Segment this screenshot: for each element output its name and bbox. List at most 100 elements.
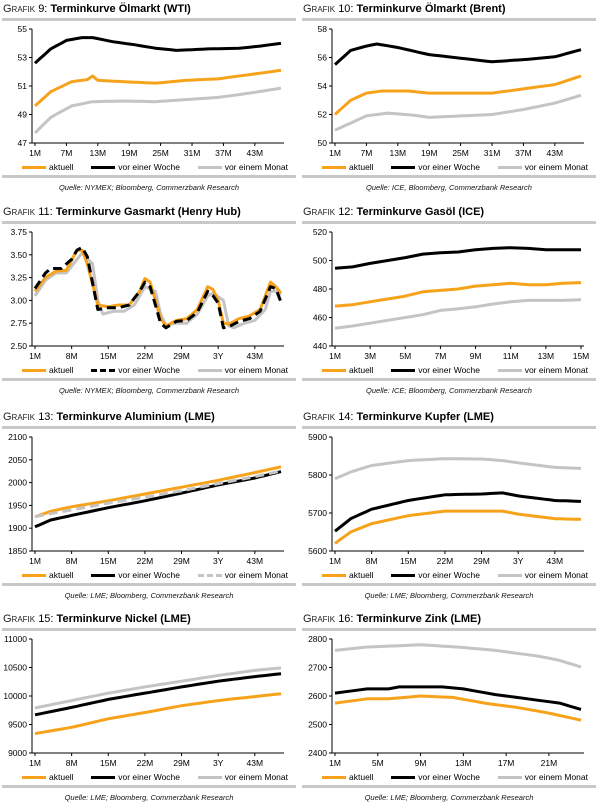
x-tick-label: 15M bbox=[100, 351, 117, 361]
chart-name: Terminkurve Nickel (LME) bbox=[56, 613, 191, 625]
legend-swatch bbox=[197, 165, 222, 169]
legend-item: vor einer Woche bbox=[391, 771, 480, 783]
series-line-aktuell bbox=[34, 692, 282, 736]
legend-label: aktuell bbox=[49, 772, 74, 782]
x-tick-label: 17M bbox=[498, 758, 515, 768]
legend-label: aktuell bbox=[349, 365, 374, 375]
chart-source: Quelle: LME; Bloomberg, Commerzbank Rese… bbox=[64, 793, 234, 802]
legend-rule bbox=[2, 378, 296, 381]
x-tick-label: 31M bbox=[184, 148, 201, 158]
title-rule bbox=[2, 18, 296, 21]
x-tick-label: 1M bbox=[29, 351, 41, 361]
x-tick-label: 5M bbox=[372, 758, 384, 768]
legend-label: vor einer Woche bbox=[418, 570, 480, 580]
x-tick-label: 3Y bbox=[213, 758, 224, 768]
chart-source: Quelle: NYMEX; Bloomberg, Commerzbank Re… bbox=[58, 183, 240, 192]
x-tick-label: 3Y bbox=[513, 556, 524, 566]
legend-swatch bbox=[322, 573, 346, 577]
legend-swatch bbox=[197, 573, 222, 577]
x-tick-label: 22M bbox=[137, 758, 154, 768]
legend-swatch bbox=[497, 368, 522, 372]
legend-swatch bbox=[322, 368, 346, 372]
series-line-aktuell bbox=[334, 694, 582, 722]
x-tick-label: 29M bbox=[173, 758, 190, 768]
series-line-vor-einem-monat bbox=[33, 251, 282, 330]
legend-swatch bbox=[391, 368, 416, 372]
x-tick-label: 1M bbox=[29, 758, 41, 768]
x-tick-label: 22M bbox=[137, 556, 154, 566]
y-tick-label: 2700 bbox=[308, 663, 327, 673]
legend-item: vor einer Woche bbox=[391, 569, 480, 581]
x-tick-label: 1M bbox=[29, 556, 41, 566]
legend-item: vor einem Monat bbox=[497, 161, 588, 173]
chart-kicker: Grafik bbox=[3, 3, 36, 15]
chart-name: Terminkurve Ölmarkt (WTI) bbox=[50, 3, 191, 15]
x-tick-label: 8M bbox=[66, 556, 78, 566]
chart-source: Quelle: LME; Bloomberg, Commerzbank Rese… bbox=[64, 591, 234, 600]
y-tick-label: 49 bbox=[18, 110, 28, 120]
chart-kicker: Grafik bbox=[303, 411, 336, 423]
chart-kicker: Grafik bbox=[303, 206, 336, 218]
chart-name: Terminkurve Zink (LME) bbox=[356, 613, 482, 625]
y-tick-label: 2.50 bbox=[10, 341, 27, 351]
legend-label: vor einem Monat bbox=[524, 365, 588, 375]
x-tick-label: 43M bbox=[247, 556, 264, 566]
series-line-vor-einer-woche bbox=[334, 246, 581, 270]
y-tick-label: 5600 bbox=[308, 546, 327, 556]
x-tick-label: 1M bbox=[29, 148, 41, 158]
x-tick-label: 9M bbox=[470, 351, 482, 361]
series-line-aktuell bbox=[34, 465, 282, 519]
y-tick-label: 10000 bbox=[3, 691, 27, 701]
x-tick-label: 29M bbox=[173, 556, 190, 566]
series-line-aktuell bbox=[334, 509, 582, 545]
y-tick-label: 52 bbox=[318, 110, 328, 120]
chart-source: Quelle: NYMEX; Bloomberg, Commerzbank Re… bbox=[58, 386, 240, 395]
legend-label: vor einer Woche bbox=[118, 162, 180, 172]
legend-item: vor einem Monat bbox=[197, 161, 288, 173]
title-rule bbox=[302, 628, 596, 631]
chart-kicker: Grafik bbox=[303, 613, 336, 625]
legend-rule bbox=[302, 378, 596, 381]
series-line-aktuell bbox=[33, 68, 282, 108]
legend-label: aktuell bbox=[49, 162, 74, 172]
x-tick-label: 13M bbox=[455, 758, 472, 768]
legend-swatch bbox=[91, 368, 116, 372]
x-tick-label: 1M bbox=[329, 148, 341, 158]
chart-number: 10: bbox=[338, 3, 354, 15]
series-line-vor-einem-monat bbox=[33, 86, 282, 135]
series-line-vor-einem-monat bbox=[334, 457, 582, 481]
series-line-aktuell bbox=[333, 74, 582, 116]
x-tick-label: 11M bbox=[503, 351, 519, 361]
chart-svg: 5600 5700 5800 5900 1M 8M 15M 22M 29M 3Y 43M bbox=[308, 432, 584, 566]
chart-title: Grafik 10: Terminkurve Ölmarkt (Brent) bbox=[302, 2, 596, 16]
chart-kicker: Grafik bbox=[3, 613, 36, 625]
y-tick-label: 1950 bbox=[8, 500, 27, 510]
chart-source: Quelle: ICE, Bloomberg, Commerzbank Rese… bbox=[366, 183, 532, 192]
y-tick-label: 2400 bbox=[308, 748, 327, 758]
chart-panel-9: Grafik 9: Terminkurve Ölmarkt (WTI) 47 49 5… bbox=[2, 2, 296, 192]
chart-title: Grafik 12: Terminkurve Gasöl (ICE) bbox=[302, 205, 596, 219]
x-tick-label: 15M bbox=[100, 556, 117, 566]
x-tick-label: 5M bbox=[399, 351, 411, 361]
chart-svg: 47 49 51 53 55 1M 7M 13M 19M 25M 31M 37M 43M bbox=[18, 24, 284, 158]
legend-item: vor einem Monat bbox=[197, 364, 288, 376]
legend-item: aktuell bbox=[22, 364, 74, 376]
y-tick-label: 3.25 bbox=[10, 273, 27, 283]
series-line-vor-einer-woche bbox=[334, 685, 582, 711]
legend-rule bbox=[302, 785, 596, 788]
legend-swatch bbox=[497, 573, 522, 577]
chart-panel-11: Grafik 11: Terminkurve Gasmarkt (Henry H… bbox=[2, 205, 296, 395]
legend-item: aktuell bbox=[22, 569, 74, 581]
chart-area: 47 49 51 53 55 1M 7M 13M 19M 25M 31M 37M 43M bbox=[2, 21, 296, 159]
chart-name: Terminkurve Gasmarkt (Henry Hub) bbox=[55, 206, 241, 218]
x-tick-label: 13M bbox=[538, 351, 555, 361]
legend-label: aktuell bbox=[349, 570, 374, 580]
chart-area: 5600 5700 5800 5900 1M 8M 15M 22M 29M 3Y 43M bbox=[302, 429, 596, 567]
x-tick-label: 1M bbox=[329, 758, 341, 768]
y-tick-label: 5900 bbox=[308, 432, 327, 442]
chart-panel-10: Grafik 10: Terminkurve Ölmarkt (Brent) 50… bbox=[302, 2, 596, 192]
x-tick-label: 15M bbox=[100, 758, 117, 768]
x-tick-label: 37M bbox=[515, 148, 532, 158]
chart-svg: 1850 1900 1950 2000 2050 2100 1M 8M 15M 22M 29M 3Y 4… bbox=[8, 432, 284, 566]
chart-panel-12: Grafik 12: Terminkurve Gasöl (ICE) 440 460… bbox=[302, 205, 596, 395]
